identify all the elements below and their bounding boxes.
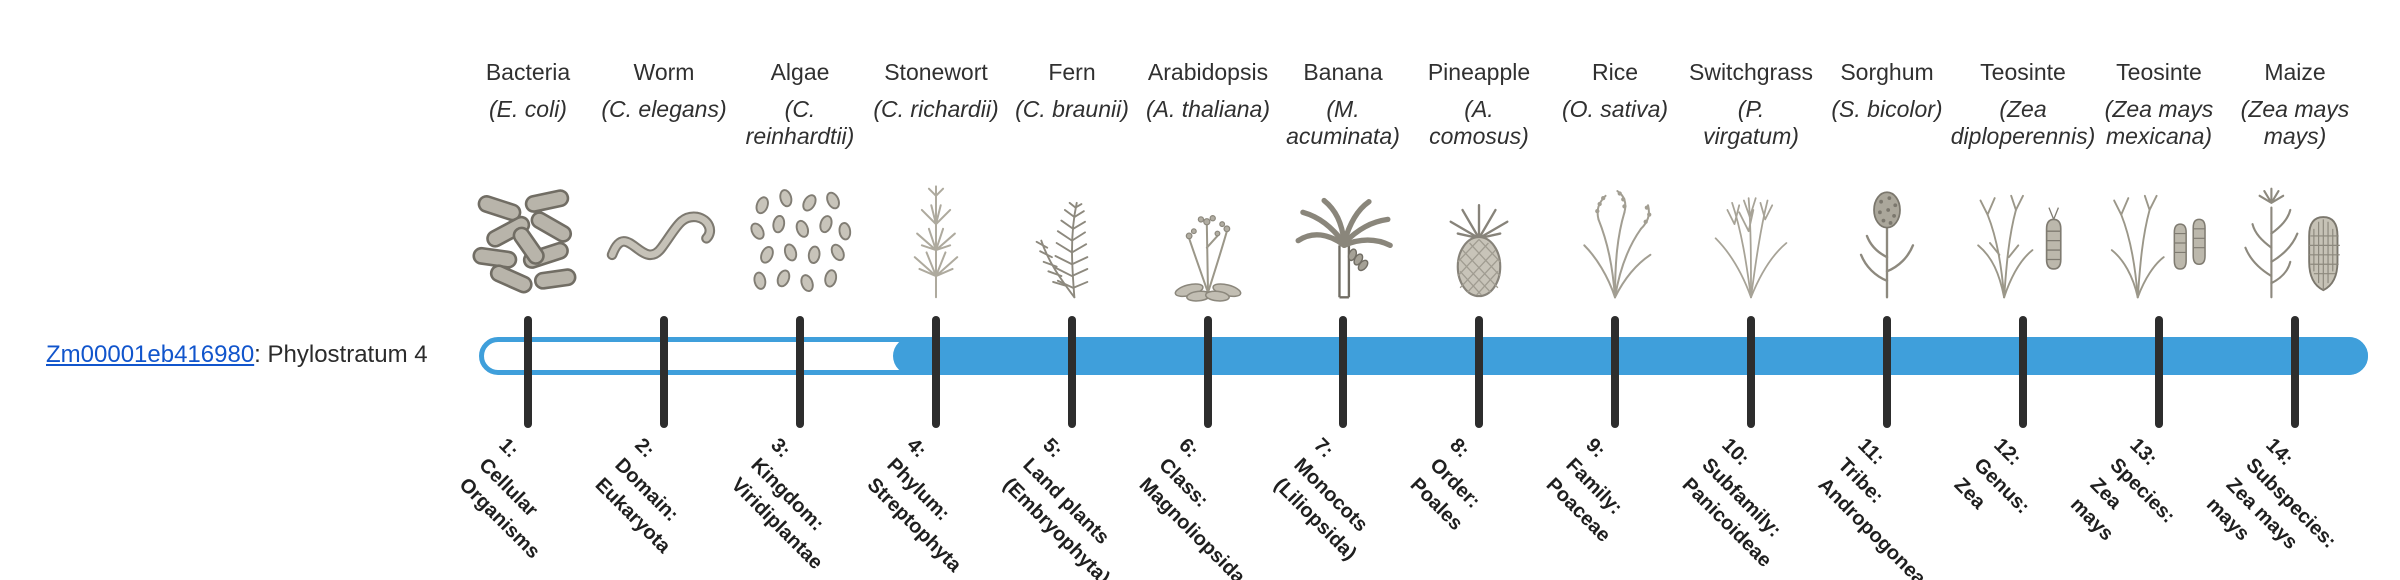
phylostratum-tick (1475, 316, 1483, 428)
organism-column: Sorghum (S. bicolor) (1799, 58, 1975, 123)
organism-column: Banana (M. acuminata) (1255, 58, 1431, 150)
phylostratum-axis-label-text: 5: Land plants (Embryophyta) (998, 434, 1115, 580)
phylostratum-tick (1747, 316, 1755, 428)
organism-common-name: Fern (1048, 59, 1096, 85)
phylostratum-tick (1068, 316, 1076, 428)
organism-common-name: Teosinte (1980, 59, 2066, 85)
rice-illustration (1527, 170, 1703, 302)
organism-column: Arabidopsis (A. thaliana) (1120, 58, 1296, 123)
organism-column: Fern (C. braunii) (984, 58, 1160, 123)
phylostratum-tick (932, 316, 940, 428)
organism-scientific-name: (Zea mays mays) (2240, 96, 2350, 149)
phylostratum-tick (2019, 316, 2027, 428)
phylostratum-tick (2155, 316, 2163, 428)
phylostratum-tick (2291, 316, 2299, 428)
organism-column: Teosinte (Zea diploperennis) (1935, 58, 2111, 150)
organism-common-name: Worm (633, 59, 695, 85)
phylostratum-tick (796, 316, 804, 428)
phylostratum-tick (660, 316, 668, 428)
stonewort-illustration (848, 170, 1024, 302)
organism-common-name: Banana (1303, 59, 1383, 85)
organism-scientific-name: (A. thaliana) (1145, 96, 1270, 122)
worm-illustration (576, 170, 752, 302)
organism-common-name: Stonewort (884, 59, 988, 85)
organism-scientific-name: (Zea mays mexicana) (2104, 96, 2214, 149)
organism-common-name: Teosinte (2116, 59, 2202, 85)
organism-scientific-name: (C. elegans) (601, 96, 727, 122)
phylostratum-axis-label-text: 14: Subspecies: Zea mays mays (2201, 434, 2341, 554)
phylostratum-axis-label-text: 11: Tribe: Andropogoneae (1813, 434, 1938, 580)
organism-scientific-name: (P. virgatum) (1703, 96, 1799, 149)
phylostratum-axis-label-text: 4: Phylum: Streptophyta (862, 434, 966, 577)
gene-id-link[interactable]: Zm00001eb416980 (46, 341, 255, 368)
organism-common-name: Rice (1591, 59, 1638, 85)
phylostratum-tick (1204, 316, 1212, 428)
organism-common-name: Bacteria (485, 59, 571, 85)
gene-annotation: Zm00001eb416980: Phylostratum 4 (46, 340, 428, 370)
phylostratum-tick (524, 316, 532, 428)
organism-column: Stonewort (C. richardii) (848, 58, 1024, 123)
organism-column: Worm (C. elegans) (576, 58, 752, 123)
organism-column: Pineapple (A. comosus) (1391, 58, 1567, 150)
teosinte-illustration (1935, 170, 2111, 302)
phylostratum-axis-label-text: 9: Family: Poaceae (1541, 434, 1627, 547)
organism-column: Teosinte (Zea mays mexicana) (2071, 58, 2247, 150)
phylostratum-axis-label-text: 8: Order: Poales (1405, 434, 1485, 535)
organism-scientific-name: (C. braunii) (1015, 96, 1129, 122)
organism-common-name: Sorghum (1840, 59, 1934, 85)
phylostratum-tick (1883, 316, 1891, 428)
fern-illustration (984, 170, 1160, 302)
switchgrass-illustration (1663, 170, 1839, 302)
phylostratum-axis-label-text: 10: Subfamily: Panicoideae (1677, 434, 1786, 572)
phylostratum-axis-label-text: 2: Domain: Eukaryota (590, 434, 683, 558)
banana-illustration (1255, 170, 1431, 302)
phylostratum-axis-label-text: 3: Kingdom: Viridiplantae (726, 434, 829, 574)
organism-scientific-name: (C. richardii) (873, 96, 999, 122)
maize-illustration (2207, 170, 2383, 302)
organism-scientific-name: (Zea diploperennis) (1950, 96, 2096, 149)
organism-column: Bacteria (E. coli) (440, 58, 616, 123)
organism-scientific-name: (S. bicolor) (1831, 96, 1943, 122)
phylostratum-axis-label-text: 7: Monocots (Liliopsida) (1269, 434, 1372, 565)
pineapple-illustration (1391, 170, 1567, 302)
organism-common-name: Algae (770, 59, 830, 85)
organism-column: Maize (Zea mays mays) (2207, 58, 2383, 150)
phylostratum-tick (1611, 316, 1619, 428)
organism-common-name: Arabidopsis (1147, 59, 1269, 85)
phylostratum-axis-label-text: 1: Cellular Organisms (454, 434, 545, 564)
organism-column: Algae (C. reinhardtii) (712, 58, 888, 150)
sorghum-illustration (1799, 170, 1975, 302)
organism-common-name: Pineapple (1427, 59, 1531, 85)
phylostratum-bar-fill (893, 337, 2368, 375)
phylostratum-axis-label-text: 13: Species: Zea mays (2065, 434, 2180, 546)
phylostratum-tick (1339, 316, 1347, 428)
teosinte-illustration (2071, 170, 2247, 302)
organism-common-name: Maize (2264, 59, 2326, 85)
organism-common-name: Switchgrass (1689, 59, 1813, 85)
phylostratum-assignment-text: : Phylostratum 4 (254, 341, 428, 368)
organism-column: Rice (O. sativa) (1527, 58, 1703, 123)
organism-scientific-name: (A. comosus) (1429, 96, 1529, 149)
organism-scientific-name: (C. reinhardtii) (745, 96, 855, 149)
organism-column: Switchgrass (P. virgatum) (1663, 58, 1839, 150)
organism-scientific-name: (O. sativa) (1561, 96, 1669, 122)
bacteria-illustration (440, 170, 616, 302)
arabidopsis-illustration (1120, 170, 1296, 302)
algae-illustration (712, 170, 888, 302)
phylostratum-axis-label-text: 6: Class: Magnoliopsida (1134, 434, 1250, 580)
organism-scientific-name: (E. coli) (489, 96, 567, 122)
organism-scientific-name: (M. acuminata) (1286, 96, 1400, 149)
